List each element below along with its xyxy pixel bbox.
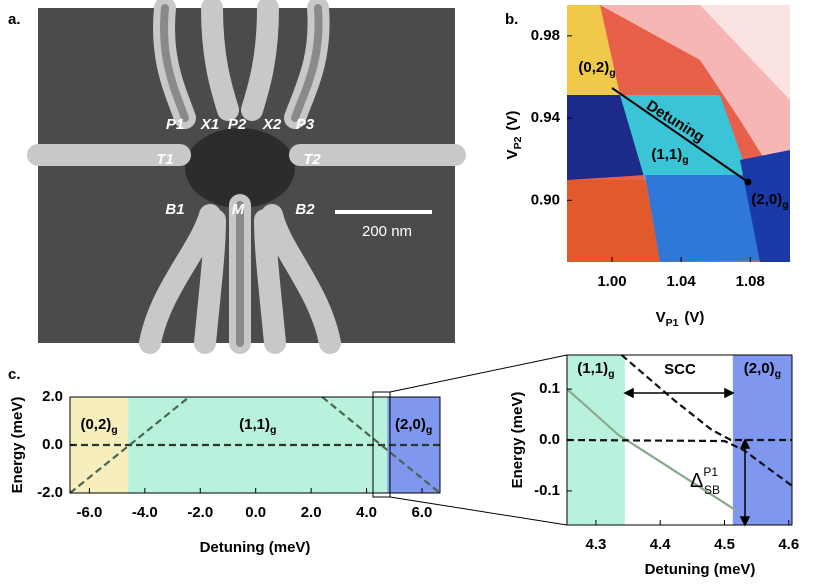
annotation-sub: g: [609, 67, 615, 79]
plot-frame: [566, 354, 793, 526]
gate-label: P2: [228, 116, 247, 133]
annotation-sup: P1: [703, 465, 718, 479]
panel-label: c.: [8, 366, 21, 383]
y-tick-label: -2.0: [37, 484, 63, 501]
region-label: (2,0)g: [744, 360, 781, 380]
panel-label: b.: [505, 11, 518, 28]
y-tick-label: 0.94: [531, 109, 561, 126]
series-line: [620, 354, 792, 442]
annotation: (1,1)g: [651, 146, 688, 166]
region-label: (0,2)g: [80, 416, 117, 436]
x-tick-label: 6.0: [412, 504, 433, 521]
annotation-main: (1,1): [651, 146, 682, 163]
x-axis-label-main: V: [656, 309, 666, 326]
annotation: ΔP1 SB: [690, 465, 720, 497]
annotation: (0,2)g: [578, 59, 615, 79]
plot-layer: [69, 396, 441, 494]
y-axis-label-main: V: [504, 149, 521, 159]
region-label: (1,1)g: [239, 416, 276, 436]
x-tick-label: -6.0: [76, 504, 102, 521]
x-tick-label: 4.3: [585, 536, 606, 553]
scale-bar-label: 200 nm: [362, 223, 412, 240]
gate-label: B2: [295, 201, 315, 218]
region-label-sub: g: [270, 424, 276, 436]
region-label-main: (1,1): [577, 360, 608, 377]
gate-label: X2: [262, 116, 282, 133]
x-axis-label: Detuning (meV): [200, 539, 311, 556]
region-label-sub: g: [426, 424, 432, 436]
annotation: SCC: [664, 361, 696, 378]
x-tick-label: -4.0: [132, 504, 158, 521]
x-tick-label: 4.4: [650, 536, 672, 553]
gate-label: T2: [303, 151, 321, 168]
y-axis-label-sub: P2: [512, 136, 524, 149]
region-label-main: (1,1): [239, 416, 270, 433]
region-label-sub: g: [608, 368, 614, 380]
sem-image: [27, 0, 466, 354]
series-line: [566, 438, 793, 487]
annotation-arrows: [623, 387, 751, 527]
y-axis-label-unit: (V): [504, 111, 521, 131]
region-label-sub: g: [111, 424, 117, 436]
plot-layer: [566, 354, 793, 525]
y-tick-label: 0.0: [539, 431, 560, 448]
x-tick-label: 4.6: [778, 536, 799, 553]
gate-label: P3: [296, 116, 315, 133]
y-tick-label: 0.1: [539, 380, 560, 397]
annotation-main: (0,2): [578, 59, 609, 76]
zoom-indicator: [372, 354, 568, 526]
y-tick-label: 2.0: [42, 388, 63, 405]
x-axis-label-sub: P1: [666, 317, 679, 329]
y-axis-label: VP2 (V): [504, 111, 524, 160]
gate-label: B1: [165, 201, 184, 218]
region-label: (1,1)g: [577, 360, 614, 380]
x-axis-label: Detuning (meV): [645, 561, 756, 578]
x-tick-label: 1.08: [736, 273, 765, 290]
annotation-main: SCC: [664, 361, 696, 378]
annotation-symbol: Δ: [690, 470, 703, 492]
x-tick-label: 2.0: [301, 504, 322, 521]
annotation-sub: g: [782, 199, 788, 211]
panel-label: a.: [8, 11, 21, 28]
x-tick-label: 0.0: [245, 504, 266, 521]
annotation-main: (2,0): [751, 191, 782, 208]
region-label-main: (2,0): [744, 360, 775, 377]
region-label-sub: g: [775, 368, 781, 380]
region-label: (2,0)g: [395, 416, 432, 436]
series-line: [69, 396, 190, 494]
series-line: [321, 396, 441, 494]
annotation-sub: SB: [704, 483, 720, 497]
annotation-sub: g: [682, 154, 688, 166]
x-tick-label: 1.00: [597, 273, 626, 290]
x-axis-label-unit: (V): [684, 309, 704, 326]
gate-label: M: [232, 201, 245, 218]
x-tick-label: -2.0: [187, 504, 213, 521]
stability-map: [567, 5, 790, 262]
x-tick-label: 4.0: [356, 504, 377, 521]
y-tick-label: 0.90: [531, 191, 560, 208]
gate-label: P1: [166, 116, 184, 133]
region-label-main: (0,2): [80, 416, 111, 433]
y-axis-label: Energy (meV): [509, 392, 526, 489]
y-axis-label: Energy (meV): [9, 397, 26, 494]
annotation: (2,0)g: [751, 191, 788, 211]
x-tick-label: 4.5: [714, 536, 735, 553]
x-tick-label: 1.04: [666, 273, 696, 290]
y-tick-label: 0.98: [531, 27, 560, 44]
plot-frame: [69, 396, 441, 494]
gate-label: T1: [156, 151, 174, 168]
y-tick-label: -0.1: [534, 482, 560, 499]
y-tick-label: 0.0: [42, 436, 63, 453]
x-axis-label: VP1 (V): [656, 309, 705, 329]
gate-label: X1: [200, 116, 219, 133]
region-label-main: (2,0): [395, 416, 426, 433]
